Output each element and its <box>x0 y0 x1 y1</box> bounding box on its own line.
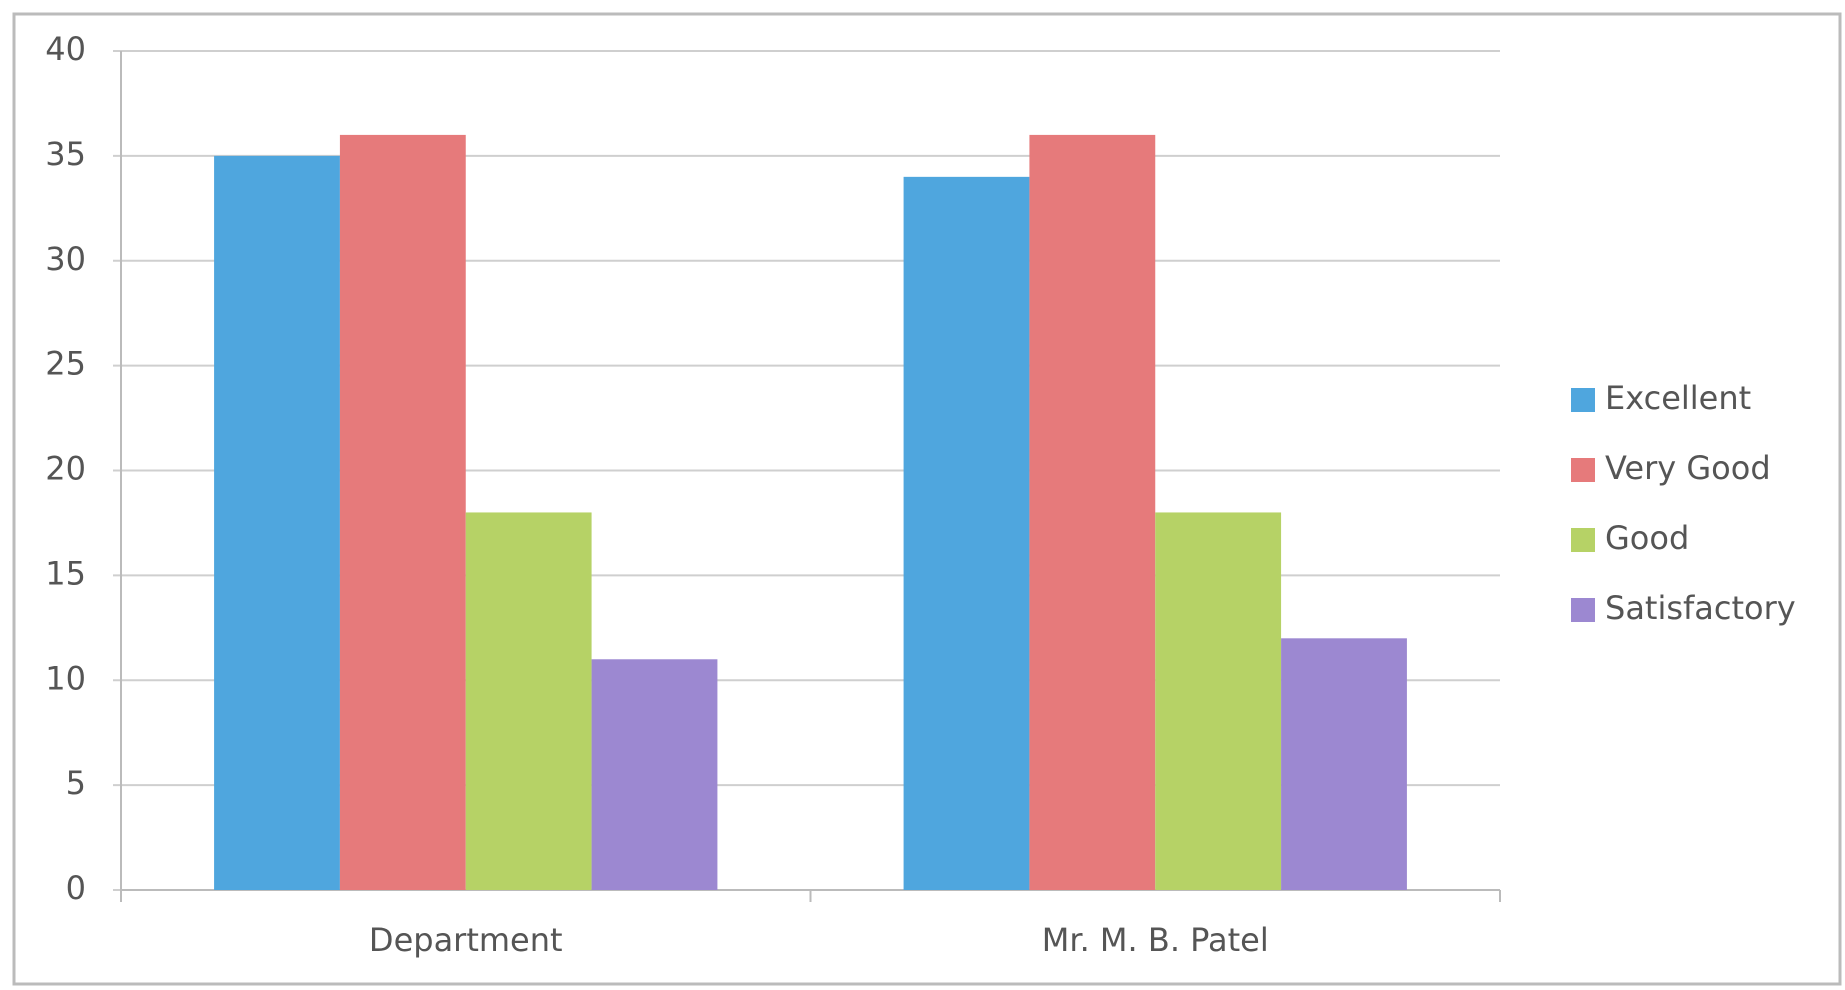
legend-label: Good <box>1605 519 1689 557</box>
legend-label: Excellent <box>1605 379 1751 417</box>
y-tick-label: 15 <box>45 554 86 592</box>
y-tick-label: 40 <box>45 30 86 68</box>
y-tick-label: 30 <box>45 240 86 278</box>
legend-swatch <box>1571 458 1595 482</box>
x-tick-label: Mr. M. B. Patel <box>1042 921 1269 959</box>
bar <box>591 659 718 890</box>
x-tick-label: Department <box>369 921 563 959</box>
legend-label: Very Good <box>1605 449 1771 487</box>
legend-swatch <box>1571 388 1595 412</box>
bar <box>1155 512 1282 890</box>
legend-label: Satisfactory <box>1605 589 1796 627</box>
legend-swatch <box>1571 528 1595 552</box>
y-tick-label: 25 <box>45 345 86 383</box>
bar <box>465 512 592 890</box>
y-tick-label: 20 <box>45 450 86 488</box>
y-tick-label: 5 <box>66 764 86 802</box>
bar <box>903 176 1030 891</box>
y-tick-label: 0 <box>66 869 86 907</box>
bar <box>339 134 466 890</box>
bar <box>1029 134 1156 890</box>
bar <box>214 155 340 890</box>
bar <box>1281 638 1407 890</box>
chart-border <box>12 12 1842 986</box>
y-tick-label: 35 <box>45 135 86 173</box>
y-tick-label: 10 <box>45 659 86 697</box>
legend-swatch <box>1571 598 1595 622</box>
